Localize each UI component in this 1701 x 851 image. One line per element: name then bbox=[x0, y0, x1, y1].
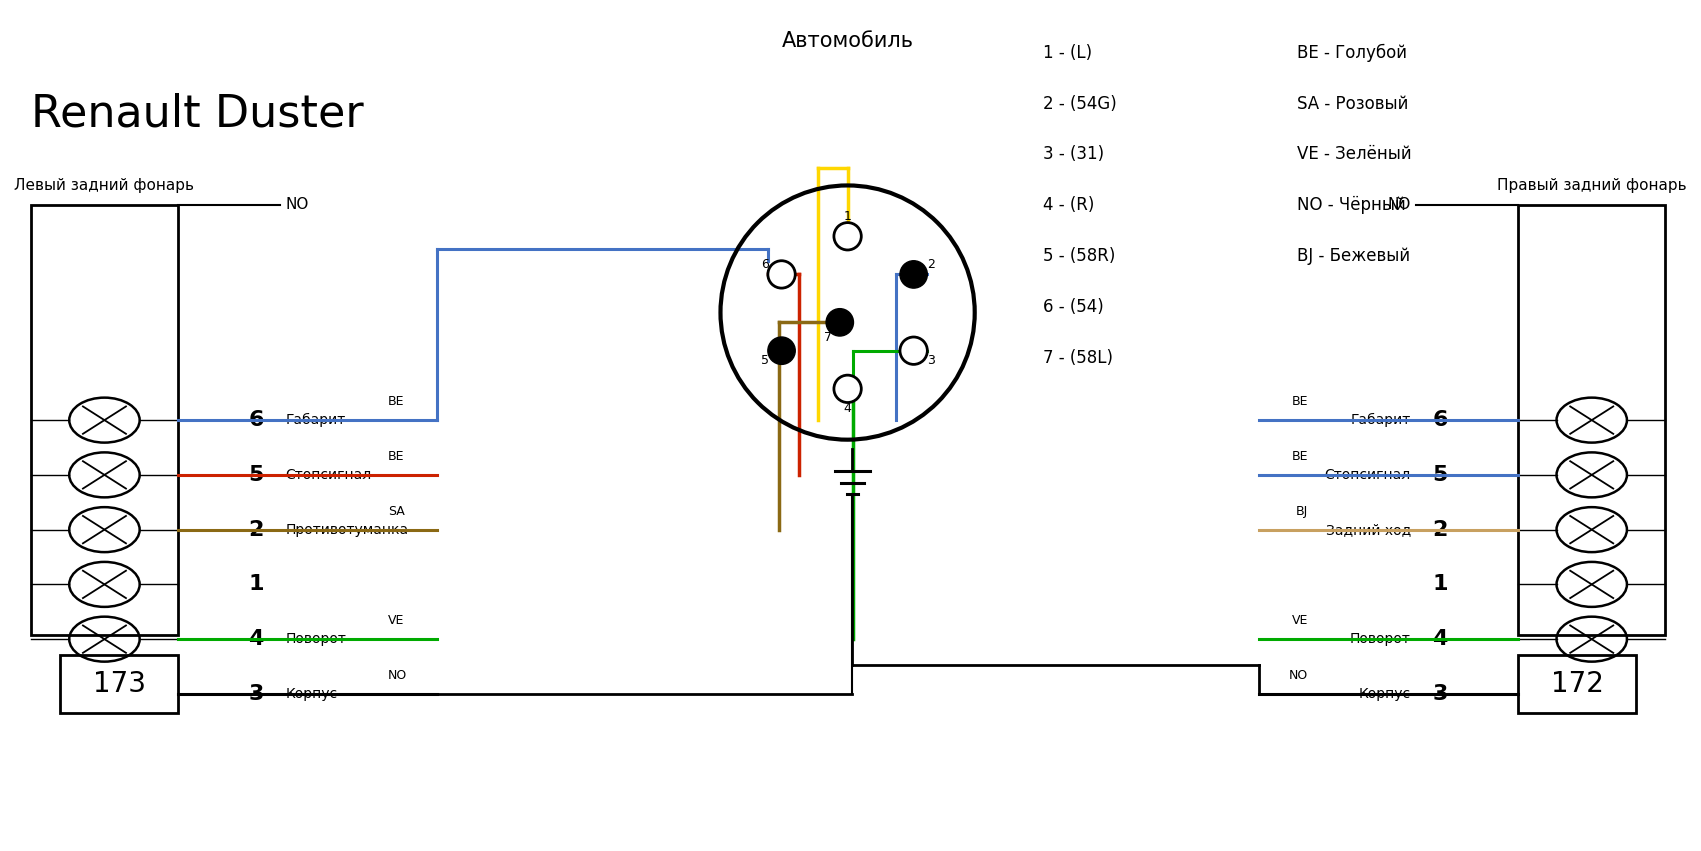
Text: 7 - (58L): 7 - (58L) bbox=[1043, 349, 1112, 367]
Text: 1 - (L): 1 - (L) bbox=[1043, 43, 1092, 61]
Circle shape bbox=[767, 337, 796, 364]
Text: Стопсигнал: Стопсигнал bbox=[286, 468, 371, 482]
Text: 4: 4 bbox=[1432, 629, 1448, 649]
Text: NO: NO bbox=[286, 197, 308, 213]
Text: Renault Duster: Renault Duster bbox=[31, 93, 364, 135]
Text: Левый задний фонарь: Левый задний фонарь bbox=[14, 178, 194, 193]
Text: 2: 2 bbox=[927, 258, 934, 271]
Text: BE: BE bbox=[388, 450, 405, 463]
Text: 3: 3 bbox=[1432, 684, 1448, 704]
Text: Противотуманка: Противотуманка bbox=[286, 523, 408, 537]
Text: 1: 1 bbox=[248, 574, 264, 594]
Text: 5: 5 bbox=[1432, 465, 1448, 485]
Circle shape bbox=[833, 223, 861, 250]
Text: BE - Голубой: BE - Голубой bbox=[1298, 43, 1407, 62]
Circle shape bbox=[900, 260, 927, 288]
Text: BE: BE bbox=[388, 396, 405, 408]
Text: Поворот: Поворот bbox=[1351, 632, 1410, 646]
Text: Корпус: Корпус bbox=[286, 687, 337, 701]
Text: Поворот: Поворот bbox=[286, 632, 347, 646]
Text: Автомобиль: Автомобиль bbox=[781, 31, 913, 51]
Text: 4: 4 bbox=[248, 629, 264, 649]
Text: NO: NO bbox=[1289, 669, 1308, 683]
Text: Стопсигнал: Стопсигнал bbox=[1325, 468, 1410, 482]
Text: 4 - (R): 4 - (R) bbox=[1043, 197, 1094, 214]
Circle shape bbox=[827, 309, 854, 336]
Circle shape bbox=[833, 375, 861, 403]
Text: NO: NO bbox=[388, 669, 407, 683]
Text: 3 - (31): 3 - (31) bbox=[1043, 146, 1104, 163]
Bar bbox=[61, 654, 179, 713]
Text: VE: VE bbox=[388, 614, 405, 627]
Text: 6: 6 bbox=[1432, 410, 1448, 430]
Circle shape bbox=[900, 337, 927, 364]
Text: 4: 4 bbox=[844, 402, 852, 415]
Text: VE: VE bbox=[1291, 614, 1308, 627]
Text: 6: 6 bbox=[760, 258, 769, 271]
Text: 5: 5 bbox=[760, 354, 769, 367]
Text: VE - Зелёный: VE - Зелёный bbox=[1298, 146, 1412, 163]
Text: 5 - (58R): 5 - (58R) bbox=[1043, 247, 1116, 265]
Text: 7: 7 bbox=[823, 331, 832, 344]
Text: 3: 3 bbox=[248, 684, 264, 704]
Text: 1: 1 bbox=[844, 210, 852, 223]
Text: 2 - (54G): 2 - (54G) bbox=[1043, 94, 1118, 112]
Circle shape bbox=[767, 260, 796, 288]
Text: BE: BE bbox=[1291, 396, 1308, 408]
Text: 5: 5 bbox=[248, 465, 264, 485]
Bar bbox=[1519, 205, 1665, 635]
Text: 6: 6 bbox=[248, 410, 264, 430]
Text: 2: 2 bbox=[1432, 520, 1448, 540]
Text: BJ: BJ bbox=[1296, 505, 1308, 518]
Text: 2: 2 bbox=[248, 520, 264, 540]
Text: BE: BE bbox=[1291, 450, 1308, 463]
Text: 172: 172 bbox=[1551, 670, 1604, 698]
Text: Задний ход: Задний ход bbox=[1325, 523, 1410, 537]
Text: Габарит: Габарит bbox=[286, 413, 345, 427]
Text: 3: 3 bbox=[927, 354, 934, 367]
Text: Правый задний фонарь: Правый задний фонарь bbox=[1497, 178, 1687, 193]
Text: NO: NO bbox=[1388, 197, 1410, 213]
Text: 6 - (54): 6 - (54) bbox=[1043, 298, 1104, 316]
Text: SA: SA bbox=[388, 505, 405, 518]
Text: NO - Чёрный: NO - Чёрный bbox=[1298, 197, 1407, 214]
Text: Корпус: Корпус bbox=[1359, 687, 1410, 701]
Text: 173: 173 bbox=[92, 670, 146, 698]
Text: Габарит: Габарит bbox=[1351, 413, 1410, 427]
Text: BJ - Бежевый: BJ - Бежевый bbox=[1298, 247, 1410, 265]
Bar bbox=[1519, 654, 1636, 713]
Bar bbox=[31, 205, 179, 635]
Text: 1: 1 bbox=[1432, 574, 1448, 594]
Text: SA - Розовый: SA - Розовый bbox=[1298, 94, 1408, 112]
